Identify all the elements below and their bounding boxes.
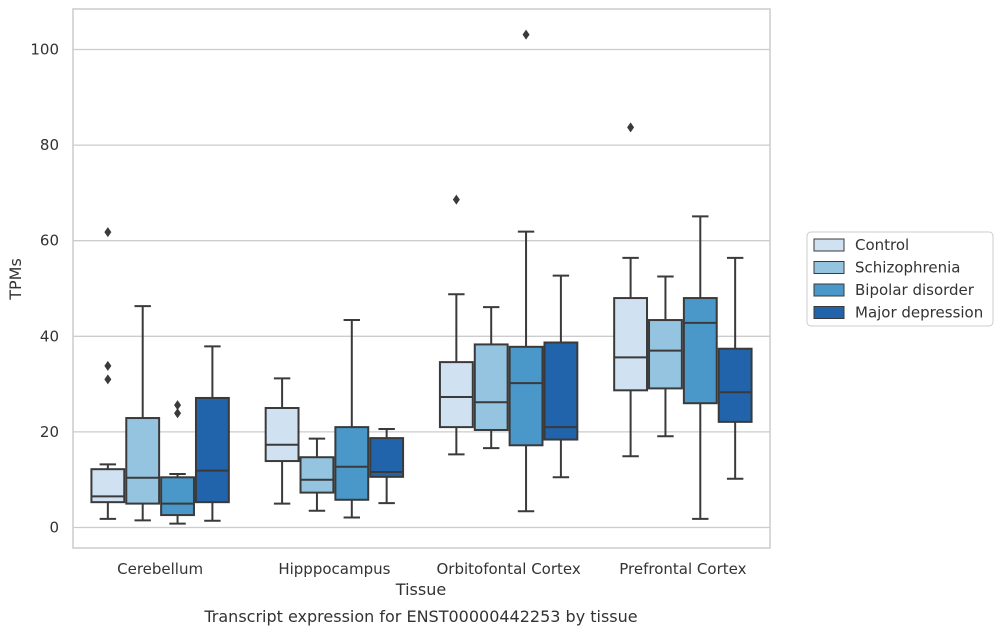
box-iqr	[473, 343, 509, 431]
box-schizophrenia	[125, 305, 161, 522]
x-tick-labels: Cerebellum Hipppocampus Orbitofontal Corte…	[117, 560, 746, 578]
box-bipolar-disorder	[508, 29, 544, 513]
box-iqr	[648, 319, 683, 390]
legend-label: Control	[855, 236, 909, 254]
legend-frame	[806, 231, 994, 327]
x-tick-label: Hipppocampus	[278, 560, 390, 578]
legend-label: Major depression	[855, 304, 983, 322]
box-bipolar-disorder	[334, 319, 370, 519]
x-tick-label: Orbitofontal Cortex	[437, 560, 581, 578]
box-iqr	[264, 407, 300, 463]
box-major-depression	[543, 274, 579, 479]
outlier-point	[452, 194, 460, 205]
box-major-depression	[369, 428, 405, 505]
x-tick-label: Prefrontal Cortex	[619, 560, 746, 578]
legend-swatch	[813, 283, 845, 297]
outlier-point	[174, 400, 182, 411]
box-iqr	[125, 417, 161, 505]
legend-swatch	[813, 238, 845, 252]
y-tick-labels: 0 20 40 60 80 100	[30, 41, 59, 537]
box-iqr	[299, 456, 335, 494]
outlier-point	[174, 408, 182, 419]
legend-label: Schizophrenia	[855, 259, 960, 277]
legend: Control Schizophrenia Bipolar disorder Majo…	[806, 231, 994, 327]
box-iqr	[194, 396, 230, 504]
outlier-point	[104, 374, 112, 385]
y-tick-label: 0	[49, 519, 59, 537]
box-iqr	[160, 476, 195, 517]
legend-swatch	[813, 261, 845, 274]
y-tick-label: 20	[40, 423, 59, 441]
box-major-depression	[717, 256, 753, 480]
box-control	[613, 122, 649, 458]
chart-caption: Transcript expression for ENST0000044225…	[203, 607, 637, 626]
box-iqr	[369, 437, 405, 478]
legend-swatch	[813, 306, 845, 319]
box-schizophrenia	[473, 306, 509, 450]
box-iqr	[334, 426, 370, 501]
box-iqr	[613, 297, 649, 392]
box-major-depression	[194, 345, 230, 522]
plot-frame	[72, 8, 771, 549]
y-tick-label: 40	[40, 327, 59, 345]
box-plot-series	[90, 29, 753, 525]
box-bipolar-disorder	[160, 400, 195, 525]
box-control	[90, 227, 126, 520]
y-tick-label: 60	[40, 232, 59, 250]
box-iqr	[438, 361, 474, 429]
outlier-point	[104, 360, 112, 371]
box-bipolar-disorder	[682, 215, 718, 520]
box-iqr	[508, 345, 544, 447]
x-axis-label: Tissue	[395, 580, 446, 599]
box-schizophrenia	[299, 437, 335, 512]
x-tick-label: Cerebellum	[117, 560, 203, 578]
y-axis-label: TPMs	[6, 258, 25, 301]
y-tick-label: 100	[30, 41, 59, 59]
box-iqr	[543, 341, 579, 441]
box-iqr	[717, 347, 753, 423]
grid-lines	[73, 48, 770, 529]
box-schizophrenia	[648, 275, 683, 438]
outlier-point	[104, 227, 112, 238]
box-control	[438, 194, 474, 456]
box-control	[264, 377, 300, 505]
legend-label: Bipolar disorder	[855, 281, 975, 299]
box-iqr	[682, 297, 718, 405]
outlier-point	[627, 122, 635, 133]
y-tick-label: 80	[40, 136, 59, 154]
outlier-point	[522, 29, 530, 40]
